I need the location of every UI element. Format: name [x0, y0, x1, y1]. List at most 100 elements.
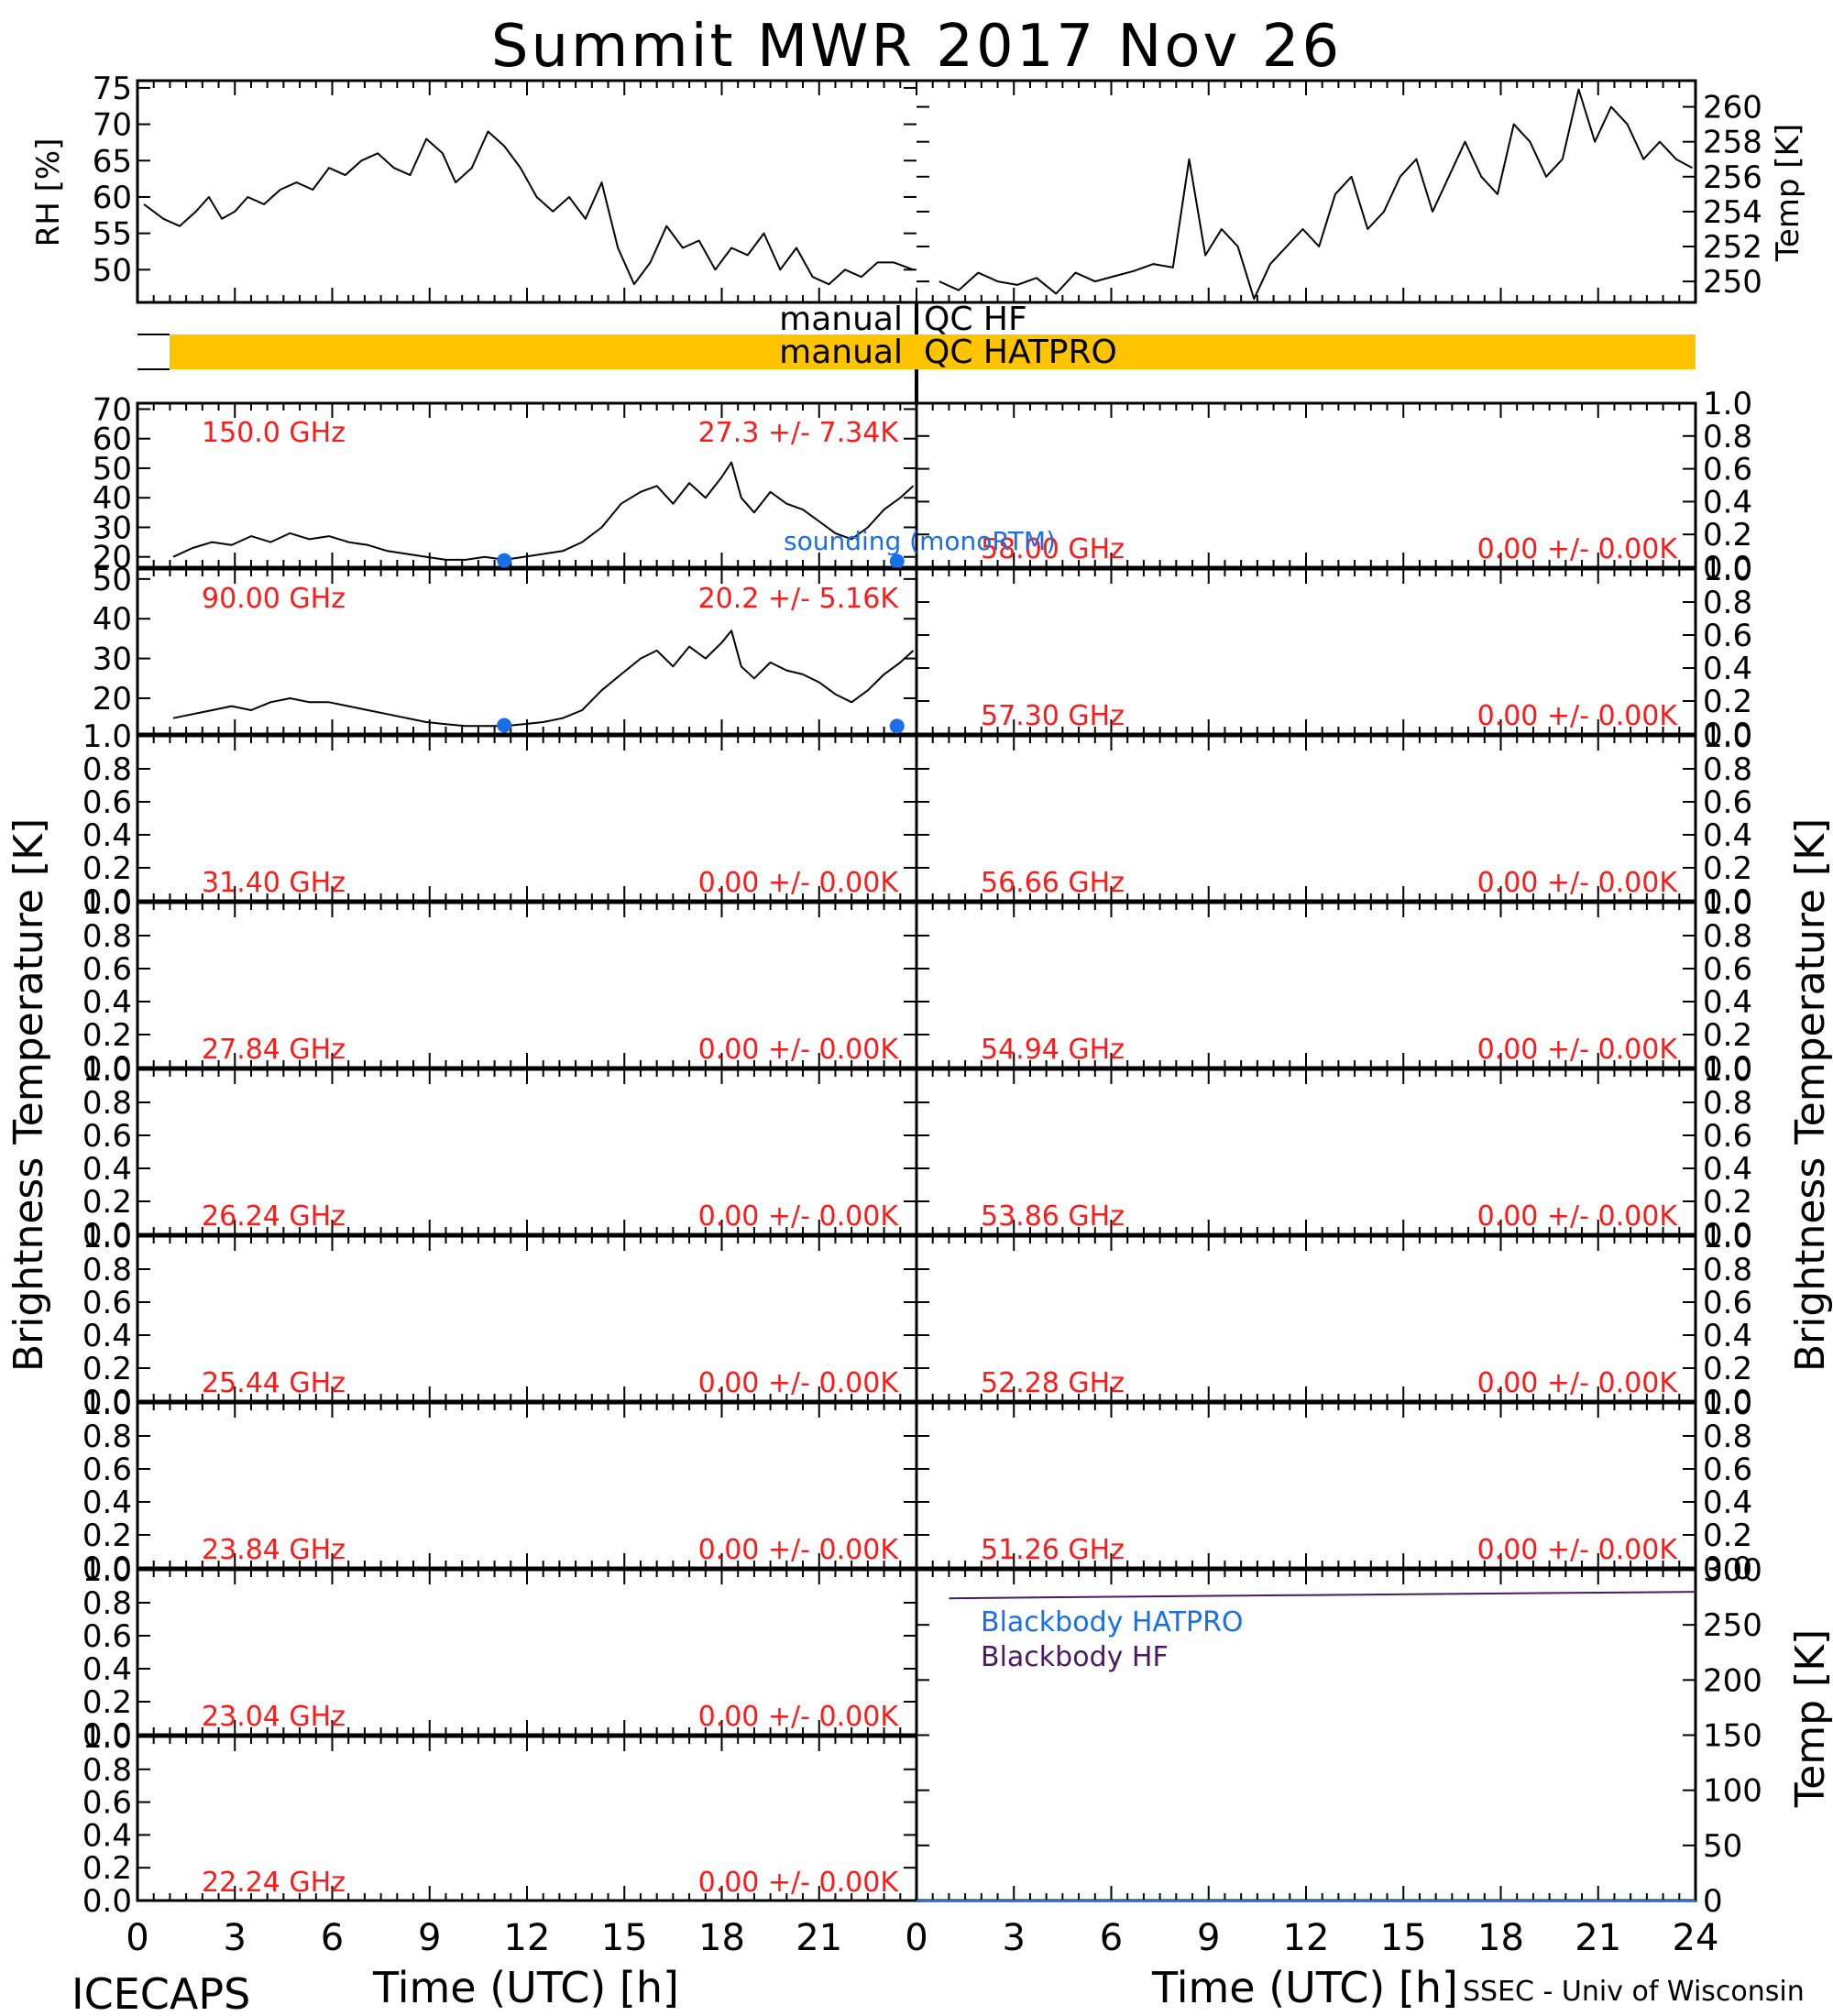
y-tick-label: 254: [1703, 194, 1762, 231]
y-tick-label: 0.6: [82, 1785, 132, 1822]
y-tick-label: 100: [1703, 1773, 1762, 1810]
y-tick-label: 0.2: [82, 1850, 132, 1887]
y-tick-label: 0.4: [1703, 1485, 1752, 1521]
y-tick-label: 0.2: [1703, 1351, 1752, 1387]
y-tick-label: 60: [93, 422, 132, 458]
y-tick-label: 0.0: [1703, 1384, 1752, 1420]
frequency-label: 53.86 GHz: [981, 1200, 1125, 1233]
sounding-point: [889, 553, 905, 569]
y-tick-label: 1.0: [1703, 386, 1752, 422]
y-tick-label: 0.8: [1703, 419, 1752, 455]
y-tick-label: 0.8: [1703, 1085, 1752, 1122]
y-tick-label: 75: [93, 71, 132, 107]
rh-axis-label: RH [%]: [30, 138, 67, 247]
y-tick-label: 0.8: [1703, 585, 1752, 621]
y-tick-label: 50: [93, 451, 132, 488]
y-tick-label: 0.6: [1703, 784, 1752, 821]
y-tick-label: 1.0: [82, 885, 132, 922]
x-tick-label: 15: [601, 1917, 648, 1959]
frequency-label: 22.24 GHz: [202, 1867, 346, 1899]
stats-label: 0.00 +/- 0.00K: [698, 1367, 900, 1399]
stats-label: 0.00 +/- 0.00K: [1477, 1034, 1679, 1066]
y-tick-label: 0.4: [1703, 651, 1752, 687]
y-tick-label: 0.2: [1703, 1517, 1752, 1554]
x-tick-label: 21: [1575, 1917, 1621, 1959]
y-tick-label: 50: [93, 562, 132, 598]
y-tick-label: 0.8: [82, 1585, 132, 1622]
y-tick-label: 1.0: [82, 1719, 132, 1756]
y-tick-label: 1.0: [82, 718, 132, 755]
legend-blackbody-hf: Blackbody HF: [981, 1641, 1169, 1673]
y-tick-label: 0.6: [1703, 951, 1752, 988]
y-tick-label: 1.0: [1703, 1052, 1752, 1089]
y-tick-label: 0.2: [82, 1684, 132, 1721]
y-tick-label: 65: [93, 143, 132, 180]
y-tick-label: 1.0: [1703, 718, 1752, 755]
y-tick-label: 0.6: [82, 784, 132, 821]
y-tick-label: 30: [93, 641, 132, 678]
y-tick-label: 0.4: [1703, 484, 1752, 520]
x-tick-label: 3: [1003, 1917, 1026, 1959]
y-axis-label-right: Brightness Temperature [K]: [1787, 818, 1833, 1372]
x-tick-label: 9: [418, 1917, 441, 1959]
y-tick-label: 0.4: [82, 817, 132, 854]
y-axis-label-left: Brightness Temperature [K]: [5, 818, 52, 1372]
trace-tb_90: [172, 630, 915, 728]
stats-label: 0.00 +/- 0.00K: [698, 1701, 900, 1733]
frequency-label: 52.28 GHz: [981, 1367, 1125, 1399]
blackbody-axis-label: Temp [K]: [1787, 1629, 1833, 1808]
y-tick-label: 0.8: [82, 1252, 132, 1288]
y-tick-label: 1.0: [1703, 1386, 1752, 1422]
y-tick-label: 258: [1703, 125, 1762, 161]
legend-blackbody-hatpro: Blackbody HATPRO: [981, 1606, 1244, 1638]
stats-label: 20.2 +/- 5.16K: [698, 583, 900, 615]
x-tick-label: 12: [504, 1917, 551, 1959]
stats-label: 0.00 +/- 0.00K: [698, 867, 900, 899]
frequency-label: 150.0 GHz: [202, 417, 346, 449]
temp-trace: [938, 88, 1693, 301]
y-tick-label: 250: [1703, 1607, 1762, 1644]
rh-trace: [143, 130, 914, 286]
y-tick-label: 70: [93, 391, 132, 428]
x-tick-label: 6: [1100, 1917, 1123, 1959]
y-tick-label: 0.0: [82, 1717, 132, 1754]
y-tick-label: 150: [1703, 1718, 1762, 1755]
y-tick-label: 0.4: [82, 1817, 132, 1854]
frequency-label: 54.94 GHz: [981, 1034, 1125, 1066]
y-tick-label: 0.6: [1703, 618, 1752, 654]
y-tick-label: 0.4: [1703, 817, 1752, 854]
frequency-label: 58.00 GHz: [981, 533, 1125, 565]
y-tick-label: 0.2: [1703, 1017, 1752, 1054]
y-tick-label: 0.2: [1703, 850, 1752, 887]
y-tick-label: 0.8: [82, 1419, 132, 1455]
sounding-point: [889, 718, 905, 734]
y-tick-label: 0.6: [82, 1118, 132, 1155]
y-tick-label: 40: [93, 480, 132, 517]
y-tick-label: 40: [93, 601, 132, 638]
y-tick-label: 1.0: [82, 1219, 132, 1255]
y-tick-label: 0.0: [82, 1217, 132, 1254]
stats-label: 0.00 +/- 0.00K: [698, 1534, 900, 1566]
y-tick-label: 252: [1703, 229, 1762, 266]
y-tick-label: 0.8: [82, 918, 132, 955]
y-tick-label: 0.6: [82, 1452, 132, 1488]
figure-title: Summit MWR 2017 Nov 26: [491, 13, 1342, 81]
stats-label: 0.00 +/- 0.00K: [698, 1034, 900, 1066]
stats-label: 0.00 +/- 0.00K: [698, 1200, 900, 1233]
blackbody-series-line: [949, 1591, 1696, 1600]
y-tick-label: 0.0: [1703, 717, 1752, 753]
x-axis-label-right: Time (UTC) [h]: [1151, 1963, 1458, 2012]
frequency-label: 23.04 GHz: [202, 1701, 346, 1733]
y-tick-label: 0.8: [82, 751, 132, 788]
y-tick-label: 0.8: [1703, 1252, 1752, 1288]
y-tick-label: 0.2: [1703, 684, 1752, 720]
y-tick-label: 0.0: [82, 1883, 132, 1920]
x-tick-label: 18: [1477, 1917, 1524, 1959]
y-tick-label: 0.2: [82, 1517, 132, 1554]
x-tick-label: 0: [905, 1917, 927, 1959]
y-tick-label: 0.2: [82, 1351, 132, 1387]
qc-hatpro-label-right: QC HATPRO: [924, 334, 1117, 371]
y-tick-label: 1.0: [82, 1552, 132, 1589]
